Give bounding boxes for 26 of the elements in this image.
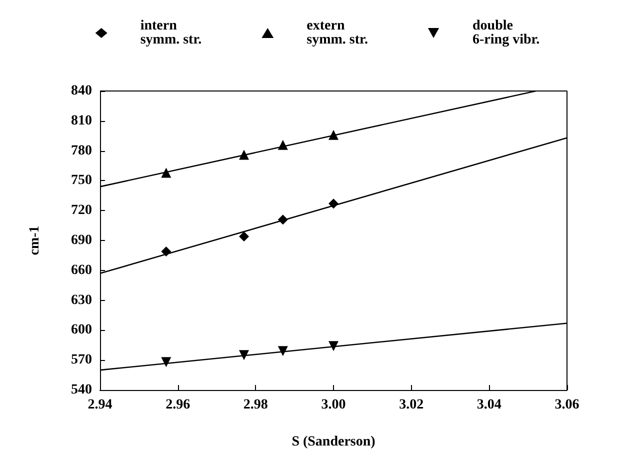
- x-tick-label: 3.06: [554, 398, 580, 412]
- x-tick-label: 2.96: [166, 398, 190, 412]
- x-axis-title: S (Sanderson): [292, 434, 376, 450]
- x-tick-label: 2.94: [88, 398, 112, 412]
- y-tick-label: 750: [71, 173, 92, 188]
- y-tick-label: 780: [71, 143, 92, 158]
- y-tick-label: 720: [71, 203, 92, 218]
- legend-label: double 6-ring vibr.: [472, 18, 540, 48]
- legend-label: extern symm. str.: [306, 18, 368, 48]
- legend-label: intern symm. str.: [140, 18, 202, 48]
- point: [161, 357, 172, 368]
- y-tick-label: 630: [71, 292, 92, 308]
- y-tick-label: 660: [71, 262, 92, 278]
- y-tick-label: 600: [71, 322, 92, 338]
- x-tick-label: 3.02: [399, 398, 424, 412]
- x-tick-label: 3.00: [321, 398, 346, 412]
- y-tick-label: 810: [71, 113, 92, 128]
- y-tick-label: 570: [71, 352, 92, 368]
- point: [238, 232, 249, 242]
- y-axis-title: cm-1: [28, 226, 42, 256]
- point: [278, 346, 288, 356]
- y-tick-label: 840: [71, 84, 92, 98]
- x-tick-label: 2.98: [243, 398, 268, 412]
- y-tick-label: 690: [71, 233, 92, 248]
- y-tick-label: 540: [71, 382, 92, 398]
- x-tick-label: 3.04: [476, 398, 502, 412]
